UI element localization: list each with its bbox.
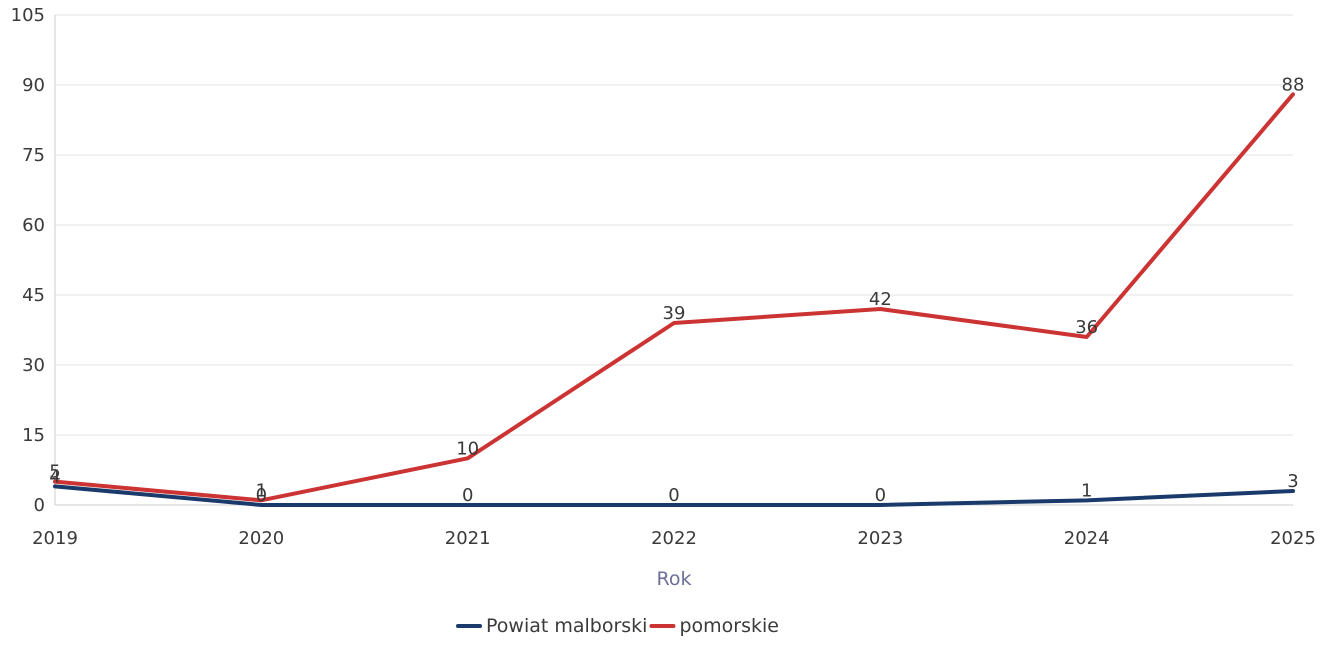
y-tick-label-30: 30: [22, 355, 45, 376]
x-tick-label-2023: 2023: [857, 528, 903, 549]
x-tick-label-2021: 2021: [445, 528, 491, 549]
data-label-pomorskie-2024: 36: [1075, 317, 1098, 338]
series-line-powiat-malborski: [53, 484, 1295, 507]
data-label-powiat-malborski-2025: 3: [1287, 471, 1298, 492]
series-line-pomorskie: [53, 92, 1295, 503]
data-label-pomorskie-2025: 88: [1282, 74, 1305, 95]
y-tick-label-60: 60: [22, 215, 45, 236]
x-tick-label-2020: 2020: [238, 528, 284, 549]
x-axis-title: Rok: [657, 568, 692, 590]
data-label-pomorskie-2022: 39: [663, 303, 686, 324]
legend[interactable]: Powiat malborski pomorskie: [456, 615, 779, 637]
data-label-pomorskie-2023: 42: [869, 289, 892, 310]
y-tick-label-105: 105: [11, 5, 45, 26]
data-label-pomorskie-2021: 10: [456, 438, 479, 459]
data-label-powiat-malborski-2023: 0: [875, 485, 886, 506]
y-tick-label-45: 45: [22, 285, 45, 306]
x-tick-label-2024: 2024: [1064, 528, 1110, 549]
data-label-powiat-malborski-2020: 0: [256, 485, 267, 506]
data-label-powiat-malborski-2024: 1: [1081, 480, 1092, 501]
x-tick-label-2025: 2025: [1270, 528, 1316, 549]
data-label-powiat-malborski-2021: 0: [462, 485, 473, 506]
data-label-pomorskie-2020: 1: [256, 480, 267, 501]
legend-label-powiat-malborski[interactable]: Powiat malborski: [486, 615, 647, 637]
data-label-powiat-malborski-2019: 4: [49, 466, 60, 487]
y-tick-label-75: 75: [22, 145, 45, 166]
data-label-powiat-malborski-2022: 0: [668, 485, 679, 506]
legend-label-pomorskie[interactable]: pomorskie: [679, 615, 779, 637]
y-tick-label-0: 0: [34, 495, 45, 516]
data-label-pomorskie-2019: 5: [49, 462, 60, 483]
x-tick-label-2022: 2022: [651, 528, 697, 549]
x-tick-label-2019: 2019: [32, 528, 78, 549]
y-tick-label-15: 15: [22, 425, 45, 446]
gridlines: [55, 14, 1293, 436]
y-tick-label-90: 90: [22, 75, 45, 96]
series-lines: [53, 92, 1295, 507]
